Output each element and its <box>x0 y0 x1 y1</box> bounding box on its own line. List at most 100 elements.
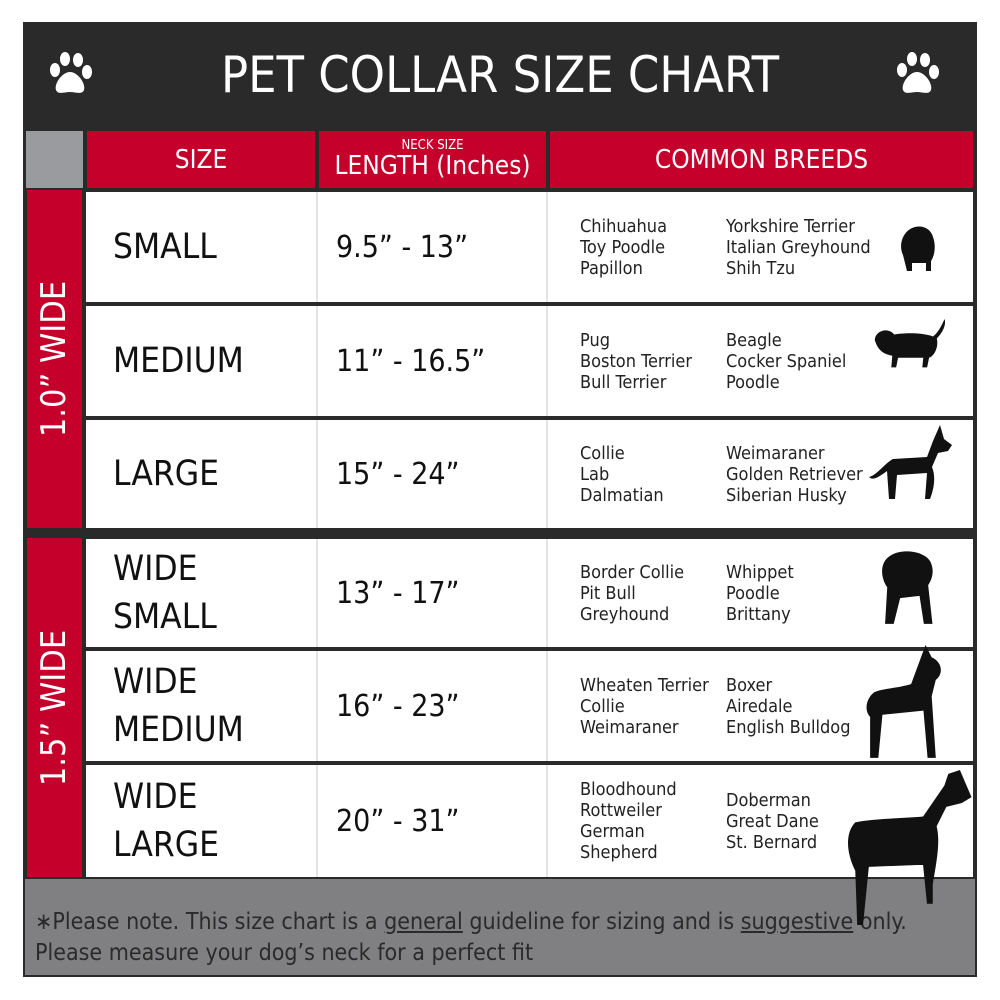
breed-name: Italian Greyhound <box>726 236 871 258</box>
dog-silhouette-icon <box>882 551 933 624</box>
breed-name: Boxer <box>726 674 773 696</box>
breed-name: Papillon <box>580 257 643 279</box>
footer-text: only. <box>853 909 907 935</box>
breeds-column-a: Collie Lab Dalmatian <box>580 420 720 528</box>
size-name: WIDE LARGE <box>86 765 316 877</box>
breed-name: Boston Terrier <box>580 350 693 372</box>
length-value: 9.5” - 13” <box>336 229 469 265</box>
breeds-column-b: Beagle Cocker Spaniel Poodle <box>726 306 876 416</box>
dog-silhouette-icon <box>866 645 941 758</box>
size-name: WIDE MEDIUM <box>86 651 316 761</box>
breed-name: Beagle <box>726 329 782 351</box>
size-row: MEDIUM 11” - 16.5” Pug Boston Terrier Bull… <box>86 306 973 416</box>
breeds-column-a: Pug Boston Terrier Bull Terrier <box>580 306 720 416</box>
size-label: SMALL <box>113 227 217 267</box>
page-title: PET COLLAR SIZE CHART <box>220 46 780 104</box>
breed-name: Wheaten Terrier <box>580 674 709 696</box>
size-label: WIDE SMALL <box>113 549 217 637</box>
size-row: SMALL 9.5” - 13” Chihuahua Toy Poodle Papi… <box>86 192 973 302</box>
breed-name: Weimaraner <box>580 716 679 738</box>
dog-silhouette-icon <box>848 770 972 925</box>
breeds-column-b: Whippet Poodle Brittany <box>726 539 876 647</box>
header-size: SIZE <box>87 131 315 188</box>
size-name: LARGE <box>86 420 316 528</box>
size-label: WIDE MEDIUM <box>113 662 244 750</box>
breed-name: Poodle <box>726 582 780 604</box>
size-row: LARGE 15” - 24” Collie Lab Dalmatian Weima… <box>86 420 973 528</box>
breeds-column-b: Yorkshire Terrier Italian Greyhound Shih T… <box>726 192 876 302</box>
breed-name: Siberian Husky <box>726 484 847 506</box>
size-row: WIDE MEDIUM 16” - 23” Wheaten Terrier Col… <box>86 651 973 761</box>
breed-name: Cocker Spaniel <box>726 350 847 372</box>
breed-name: Greyhound <box>580 603 670 625</box>
footer-note: ∗Please note. This size chart is a gener… <box>25 879 975 975</box>
footer-line-1: ∗Please note. This size chart is a gener… <box>35 907 975 938</box>
length-value: 20” - 31” <box>336 803 460 839</box>
breed-name: Pit Bull <box>580 582 636 604</box>
breeds-column-b: Boxer Airedale English Bulldog <box>726 651 876 761</box>
length-cell: 16” - 23” <box>316 651 548 761</box>
breed-name: German Shepherd <box>580 821 658 863</box>
header-neck-size: NECK SIZE <box>401 138 464 153</box>
breed-name: Golden Retriever <box>726 463 863 485</box>
breed-name: Border Collie <box>580 561 685 583</box>
length-value: 16” - 23” <box>336 688 460 724</box>
header-breeds: COMMON BREEDS <box>550 131 973 188</box>
breed-name: Great Dane <box>726 810 819 832</box>
length-value: 15” - 24” <box>336 456 460 492</box>
length-cell: 15” - 24” <box>316 420 548 528</box>
dog-silhouette-icon <box>901 226 935 271</box>
breeds-column-b: Doberman Great Dane St. Bernard <box>726 765 876 877</box>
title-bar: PET COLLAR SIZE CHART <box>23 22 977 128</box>
size-row: WIDE SMALL 13” - 17” Border Collie Pit Bu… <box>86 539 973 647</box>
breed-name: Yorkshire Terrier <box>726 215 855 237</box>
size-name: WIDE SMALL <box>86 539 316 647</box>
footer-text: ∗Please note. This size chart is a <box>35 909 385 935</box>
length-cell: 13” - 17” <box>316 539 548 647</box>
breed-name: Collie <box>580 695 625 717</box>
breed-name: Chihuahua <box>580 215 667 237</box>
paw-icon <box>50 52 92 93</box>
group-label-text: 1.5” WIDE <box>34 629 75 786</box>
footer-underline-general: general <box>384 909 463 935</box>
breeds-column-a: Chihuahua Toy Poodle Papillon <box>580 192 720 302</box>
header-length: NECK SIZE LENGTH (Inches) <box>319 131 546 188</box>
size-name: MEDIUM <box>86 306 316 416</box>
header-corner <box>26 131 83 188</box>
size-label: WIDE LARGE <box>113 777 220 865</box>
length-cell: 9.5” - 13” <box>316 192 548 302</box>
breeds-column-a: Bloodhound Rottweiler German Shepherd <box>580 765 720 877</box>
length-cell: 11” - 16.5” <box>316 306 548 416</box>
group-label-1in: 1.0” WIDE <box>27 190 82 528</box>
length-cell: 20” - 31” <box>316 765 548 877</box>
breeds-column-a: Wheaten Terrier Collie Weimaraner <box>580 651 720 761</box>
length-value: 11” - 16.5” <box>336 343 486 379</box>
breed-name: Shih Tzu <box>726 257 796 279</box>
footer-underline-suggestive: suggestive <box>740 909 854 935</box>
breeds-column-b: Weimaraner Golden Retriever Siberian Husky <box>726 420 876 528</box>
footer-line-2: Please measure your dog’s neck for a per… <box>35 940 534 966</box>
breed-name: Whippet <box>726 561 794 583</box>
breed-name: Rottweiler <box>580 800 662 821</box>
breed-name: Airedale <box>726 695 793 717</box>
breeds-column-a: Border Collie Pit Bull Greyhound <box>580 539 720 647</box>
breed-name: English Bulldog <box>726 716 851 738</box>
breed-name: Bloodhound <box>580 779 677 800</box>
breed-name: Toy Poodle <box>580 236 666 258</box>
breed-name: Dalmatian <box>580 484 664 506</box>
size-label: LARGE <box>113 454 220 494</box>
group-label-text: 1.0” WIDE <box>34 280 75 438</box>
dog-silhouette-icon <box>874 319 946 368</box>
size-name: SMALL <box>86 192 316 302</box>
breed-name: St. Bernard <box>726 831 818 853</box>
header-length-label: LENGTH (Inches) <box>334 151 531 181</box>
breed-name: Lab <box>580 463 610 485</box>
breed-name: Collie <box>580 442 625 464</box>
group-label-1-5in: 1.5” WIDE <box>27 538 82 877</box>
footer-text: guideline for sizing and is <box>462 909 741 935</box>
length-value: 13” - 17” <box>336 575 460 611</box>
size-row: WIDE LARGE 20” - 31” Bloodhound Rottweile… <box>86 765 973 877</box>
breed-name: Bull Terrier <box>580 371 667 393</box>
breed-name: Doberman <box>726 789 811 811</box>
size-label: MEDIUM <box>113 341 244 381</box>
